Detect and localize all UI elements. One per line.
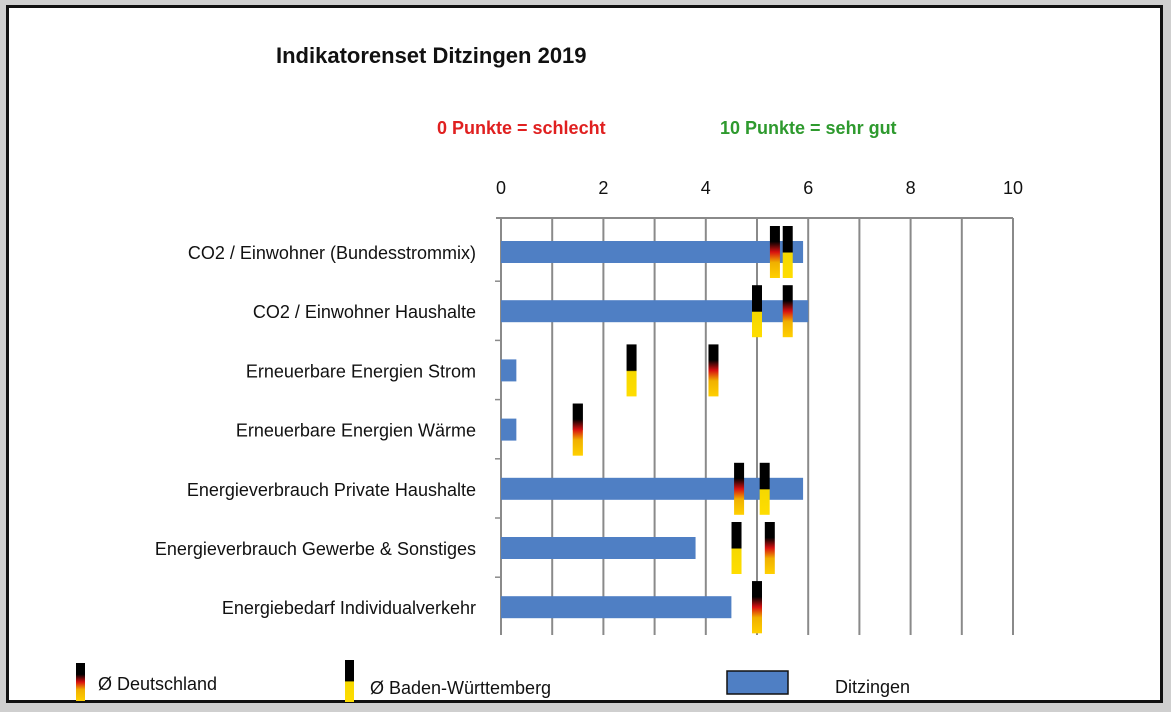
- marker-baden-wuerttemberg: [752, 285, 762, 338]
- category-label: Energiebedarf Individualverkehr: [222, 598, 476, 618]
- marker-deutschland: [752, 581, 762, 634]
- chart-title: Indikatorenset Ditzingen 2019: [276, 43, 587, 68]
- marker-deutschland: [708, 344, 719, 397]
- x-tick-label: 2: [598, 178, 608, 198]
- marker-deutschland: [769, 226, 780, 278]
- annotation-good: 10 Punkte = sehr gut: [720, 118, 897, 138]
- chart-panel: [6, 5, 1163, 703]
- bar-ditzingen: [501, 477, 804, 500]
- annotation-bad: 0 Punkte = schlecht: [437, 118, 606, 138]
- marker-deutschland: [734, 462, 745, 515]
- bar-ditzingen: [501, 300, 809, 323]
- category-label: Energieverbrauch Gewerbe & Sonstiges: [155, 539, 476, 559]
- marker-baden-wuerttemberg: [759, 462, 770, 515]
- category-label: Energieverbrauch Private Haushalte: [187, 480, 476, 500]
- x-tick-label: 4: [701, 178, 711, 198]
- marker-baden-wuerttemberg: [782, 226, 793, 278]
- x-tick-label: 0: [496, 178, 506, 198]
- bar-ditzingen: [501, 537, 696, 559]
- x-tick-label: 10: [1003, 178, 1023, 198]
- bar-ditzingen: [501, 418, 517, 441]
- legend-label-ditzingen: Ditzingen: [835, 677, 910, 697]
- marker-baden-wuerttemberg: [731, 522, 742, 574]
- legend-marker-baden-wuerttemberg: [345, 660, 354, 702]
- category-label: Erneuerbare Energien Wärme: [236, 421, 476, 441]
- category-label: CO2 / Einwohner (Bundesstrommix): [188, 243, 476, 263]
- category-label: Erneuerbare Energien Strom: [246, 361, 476, 381]
- x-tick-label: 6: [803, 178, 813, 198]
- marker-deutschland: [764, 522, 775, 574]
- marker-deutschland: [572, 403, 583, 456]
- legend-label-deutschland: Ø Deutschland: [98, 674, 217, 694]
- marker-baden-wuerttemberg: [626, 344, 637, 397]
- legend: Ø Deutschland Ø Baden-Württemberg Ditzin…: [76, 660, 910, 702]
- legend-swatch-ditzingen: [726, 670, 789, 695]
- category-label: CO2 / Einwohner Haushalte: [253, 302, 476, 322]
- bar-ditzingen: [501, 596, 732, 619]
- x-tick-label: 8: [906, 178, 916, 198]
- legend-marker-deutschland: [76, 663, 85, 701]
- bar-ditzingen: [501, 241, 804, 263]
- marker-deutschland: [782, 285, 793, 338]
- legend-label-baden-wuerttemberg: Ø Baden-Württemberg: [370, 678, 551, 698]
- bar-ditzingen: [501, 359, 517, 382]
